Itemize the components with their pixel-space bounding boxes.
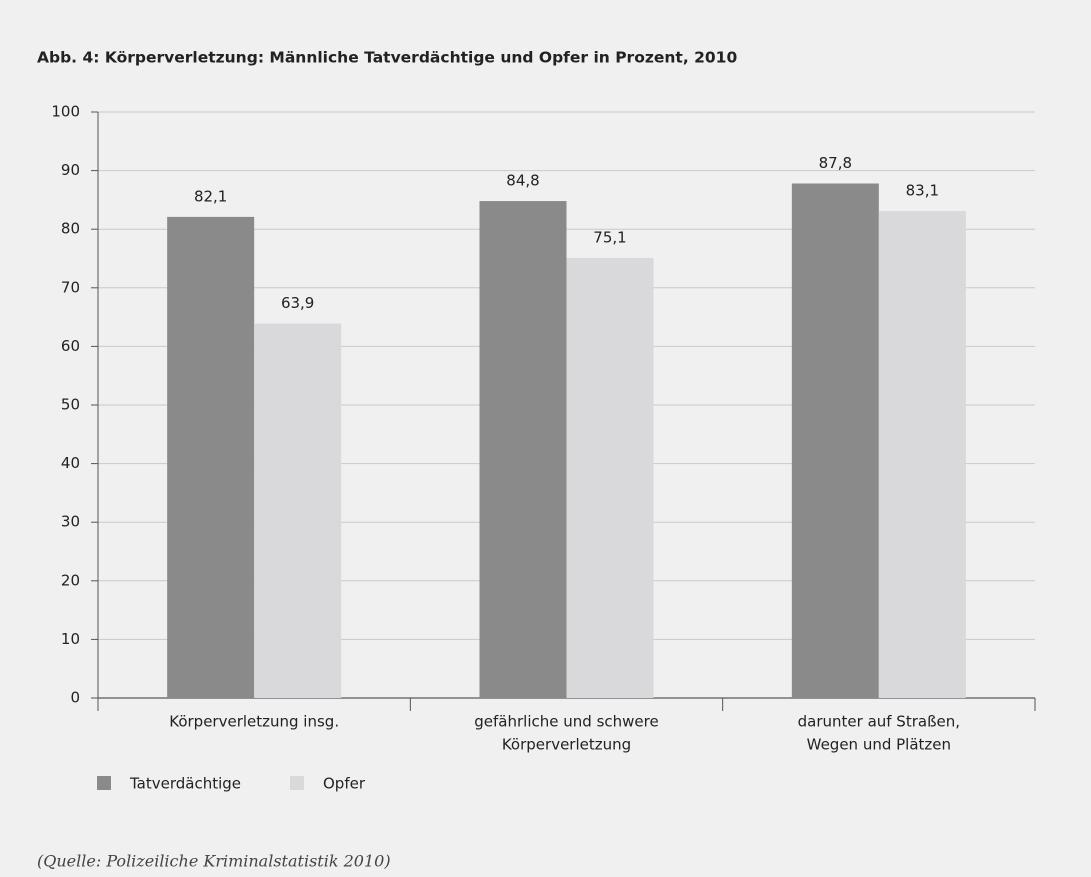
bar (167, 216, 255, 699)
x-tick-label: gefährliche und schwere (474, 713, 658, 731)
bar (878, 211, 966, 698)
x-tick-label: Körperverletzung insg. (169, 713, 339, 731)
value-label: 87,8 (819, 154, 852, 172)
bar (566, 257, 654, 698)
y-tick-label: 70 (61, 278, 80, 296)
y-tick-label: 90 (61, 161, 80, 179)
value-label: 82,1 (194, 187, 227, 205)
legend-label: Tatverdächtige (129, 775, 241, 793)
y-tick-label: 60 (61, 337, 80, 355)
y-tick-label: 30 (61, 513, 80, 531)
value-label: 83,1 (906, 182, 939, 200)
x-tick-label: darunter auf Straßen, (798, 713, 960, 731)
y-tick-label: 0 (70, 689, 80, 707)
y-tick-label: 40 (61, 454, 80, 472)
bar (479, 201, 567, 698)
value-label: 84,8 (506, 172, 539, 190)
chart-title: Abb. 4: Körperverletzung: Männliche Tatv… (37, 49, 737, 67)
y-tick-label: 50 (61, 396, 80, 414)
legend-swatch (290, 776, 304, 790)
bar (791, 183, 879, 698)
y-tick-label: 20 (61, 571, 80, 589)
source-note: (Quelle: Polizeiliche Kriminalstatistik … (37, 852, 391, 871)
y-tick-label: 100 (51, 103, 80, 121)
y-tick-label: 80 (61, 220, 80, 238)
legend-swatch (97, 776, 111, 790)
x-tick-label: Wegen und Plätzen (807, 736, 951, 754)
legend-label: Opfer (323, 775, 366, 793)
bar (254, 323, 342, 698)
x-tick-label: Körperverletzung (502, 736, 631, 754)
value-label: 63,9 (281, 294, 314, 312)
y-tick-label: 10 (61, 630, 80, 648)
value-label: 75,1 (593, 228, 626, 246)
